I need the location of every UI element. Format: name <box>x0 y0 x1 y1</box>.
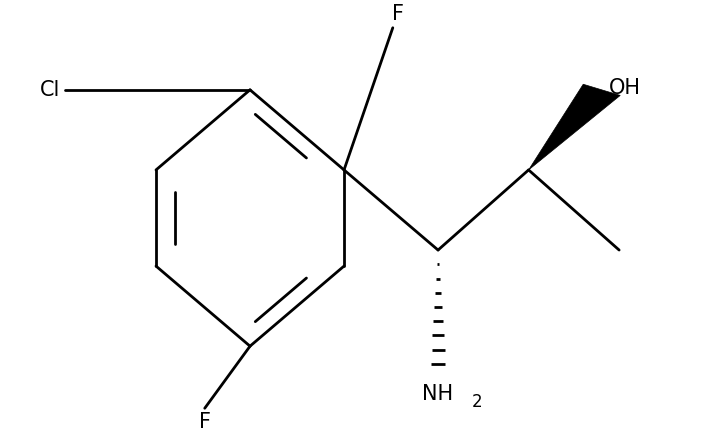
Text: NH: NH <box>423 384 453 404</box>
Text: 2: 2 <box>472 393 482 412</box>
Text: Cl: Cl <box>39 80 60 100</box>
Text: F: F <box>392 4 404 24</box>
Text: F: F <box>199 412 211 432</box>
Text: OH: OH <box>609 78 641 98</box>
Polygon shape <box>529 84 621 170</box>
